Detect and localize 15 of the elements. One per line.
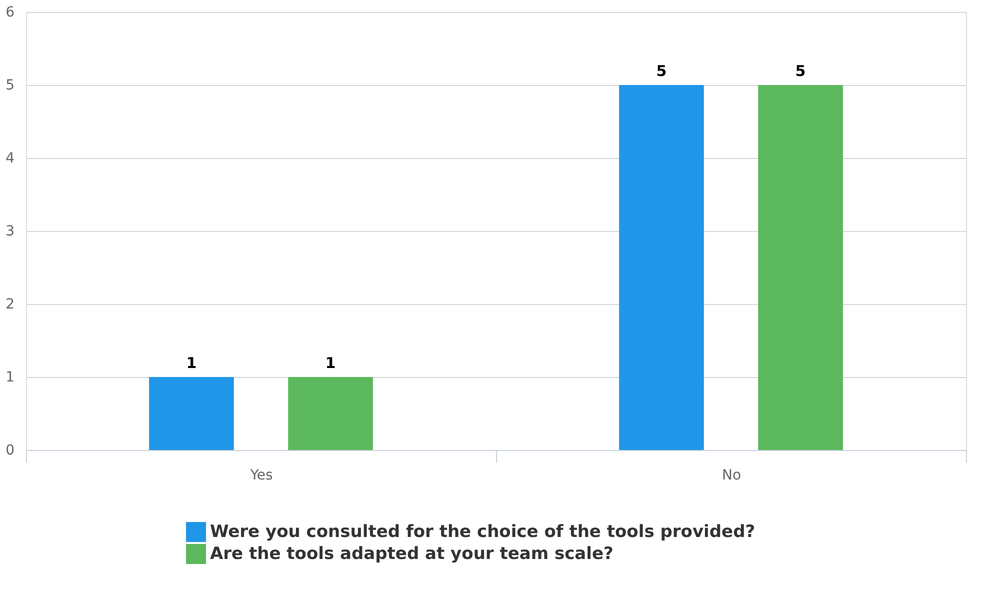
data-label: 1 [186, 354, 197, 372]
data-label: 5 [656, 62, 667, 80]
legend-label: Were you consulted for the choice of the tools provided? [210, 522, 756, 542]
y-tick-label: 5 [6, 78, 14, 94]
y-tick-label: 1 [6, 370, 14, 386]
legend-label: Are the tools adapted at your team scale? [210, 544, 614, 564]
y-tick-label: 3 [6, 224, 14, 240]
y-tick-label: 0 [6, 442, 14, 458]
x-tick-label: No [722, 468, 742, 484]
y-tick-label: 2 [6, 296, 14, 312]
y-tick-label: 6 [6, 4, 15, 20]
data-label: 1 [325, 354, 336, 372]
x-tick-label: Yes [249, 468, 273, 484]
data-label: 5 [795, 62, 806, 80]
y-tick-label: 4 [6, 150, 15, 166]
